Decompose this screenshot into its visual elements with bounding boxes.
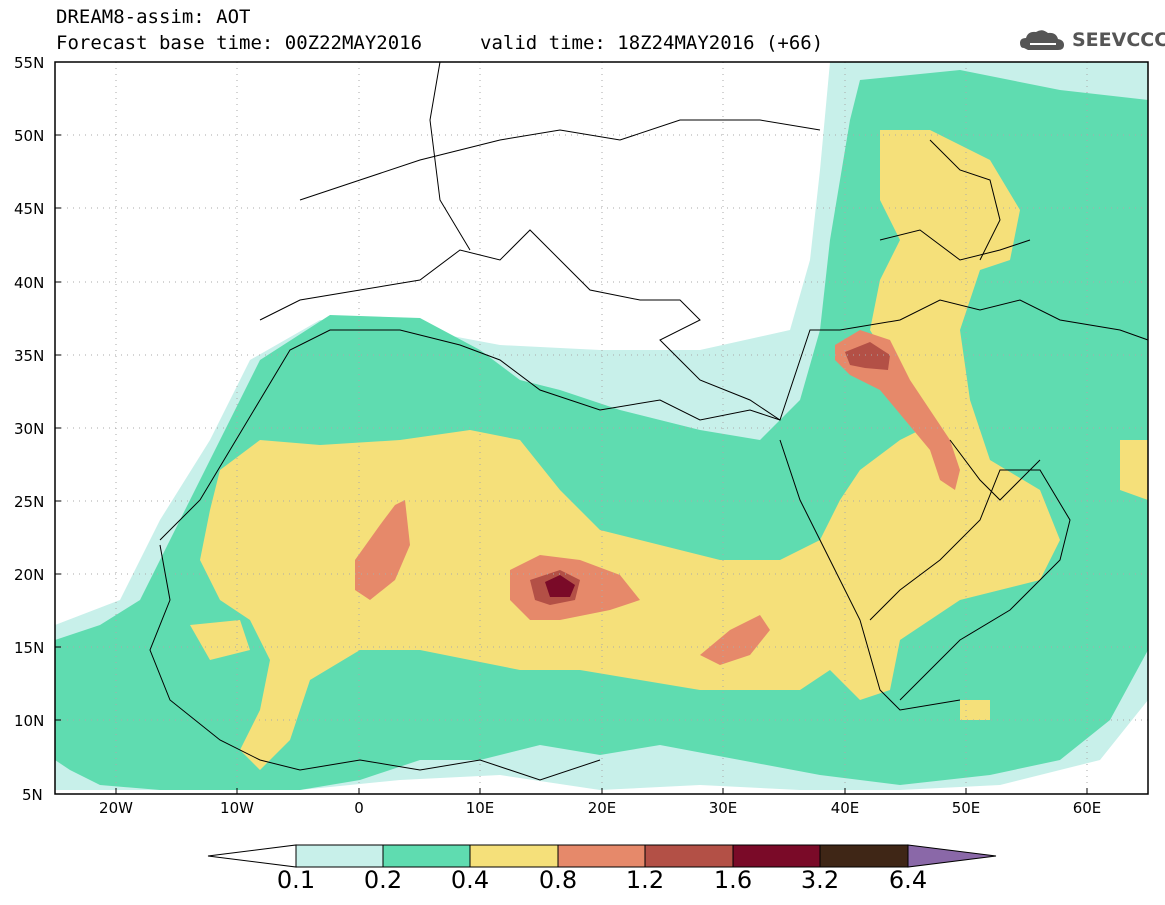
lon-label: 50E [951, 799, 981, 817]
colorbar-low-arrow [207, 844, 297, 868]
lat-label: 35N [14, 347, 45, 365]
map-title: DREAM8-assim: AOT [56, 6, 251, 28]
lon-label: 10W [220, 799, 254, 817]
aot-patch-0.4 [960, 700, 990, 720]
colorbar [207, 844, 997, 868]
aot-contour-0.4 [200, 130, 1060, 770]
aot-contour-0.8 [835, 330, 960, 490]
colorbar-label: 1.6 [713, 866, 753, 894]
colorbar-label: 0.2 [363, 866, 403, 894]
colorbar-cell [469, 844, 559, 868]
colorbar-cell [644, 844, 734, 868]
lon-label: 60E [1072, 799, 1102, 817]
lat-label: 40N [14, 274, 45, 292]
lat-label: 20N [14, 566, 45, 584]
aot-patch-0.4 [190, 620, 250, 660]
lon-label: 10E [465, 799, 495, 817]
lon-label: 20E [587, 799, 617, 817]
ticks [55, 61, 1088, 795]
forecast-base-time: Forecast base time: 00Z22MAY2016 [56, 32, 423, 54]
graticule [55, 62, 1148, 794]
lon-label: 20W [99, 799, 133, 817]
aot-patch-0.4 [1120, 440, 1148, 500]
colorbar-label: 0.8 [538, 866, 578, 894]
lat-label: 55N [14, 54, 45, 72]
lat-label: 25N [14, 493, 45, 511]
lat-label: 10N [14, 712, 45, 730]
colorbar-cell [382, 844, 471, 868]
colorbar-label: 1.2 [625, 866, 665, 894]
colorbar-cell [732, 844, 821, 868]
aot-contour-0.8 [700, 615, 770, 665]
lat-label: 30N [14, 420, 45, 438]
colorbar-cell [295, 844, 384, 868]
colorbar-high-arrow [907, 844, 997, 868]
cloud-logo-icon [1020, 30, 1064, 50]
valid-time: valid time: 18Z24MAY2016 (+66) [480, 32, 824, 54]
lon-label: 0 [354, 799, 364, 817]
colorbar-cell [557, 844, 646, 868]
lat-label: 50N [14, 127, 45, 145]
lat-label: 15N [14, 639, 45, 657]
lat-label: 5N [22, 786, 43, 804]
lon-label: 30E [708, 799, 738, 817]
aot-contour-1.6 [545, 575, 575, 597]
aot-contour-1.2 [845, 342, 890, 370]
lat-label: 45N [14, 200, 45, 218]
aot-contour-0.8 [355, 500, 410, 600]
logo-text: SEEVCCC [1072, 29, 1165, 51]
colorbar-label: 0.4 [450, 866, 490, 894]
colorbar-label: 6.4 [888, 866, 928, 894]
colorbar-cell [819, 844, 909, 868]
coastlines [149, 61, 1149, 781]
lon-label: 40E [830, 799, 860, 817]
colorbar-label: 3.2 [800, 866, 840, 894]
colorbar-label: 0.1 [276, 866, 316, 894]
